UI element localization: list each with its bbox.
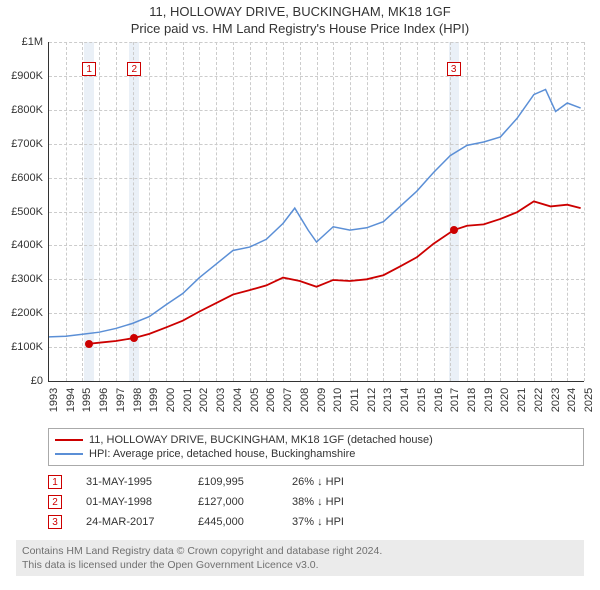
legend-swatch bbox=[55, 453, 83, 455]
sales-row: 3 24-MAR-2017 £445,000 37% ↓ HPI bbox=[48, 512, 584, 532]
x-tick-label: 2012 bbox=[366, 388, 378, 412]
x-tick-label: 2016 bbox=[433, 388, 445, 412]
x-tick-label: 2024 bbox=[566, 388, 578, 412]
plot-area: £0£100K£200K£300K£400K£500K£600K£700K£80… bbox=[48, 42, 584, 382]
y-axis-labels: £0£100K£200K£300K£400K£500K£600K£700K£80… bbox=[7, 42, 47, 381]
x-tick-label: 2008 bbox=[299, 388, 311, 412]
sale-marker-icon: 1 bbox=[82, 62, 96, 76]
x-tick-label: 2002 bbox=[198, 388, 210, 412]
sales-table: 1 31-MAY-1995 £109,995 26% ↓ HPI 2 01-MA… bbox=[48, 472, 584, 532]
legend-label: 11, HOLLOWAY DRIVE, BUCKINGHAM, MK18 1GF… bbox=[89, 434, 433, 446]
sale-marker-icon: 1 bbox=[48, 475, 62, 489]
y-tick-label: £300K bbox=[11, 273, 43, 285]
data-point-dot bbox=[450, 226, 458, 234]
legend-label: HPI: Average price, detached house, Buck… bbox=[89, 448, 355, 460]
x-tick-label: 2004 bbox=[232, 388, 244, 412]
x-tick-label: 1997 bbox=[115, 388, 127, 412]
sales-row: 2 01-MAY-1998 £127,000 38% ↓ HPI bbox=[48, 492, 584, 512]
sale-pct-vs-hpi: 26% ↓ HPI bbox=[292, 476, 382, 488]
x-tick-label: 2018 bbox=[466, 388, 478, 412]
x-tick-label: 2015 bbox=[416, 388, 428, 412]
x-tick-label: 2005 bbox=[249, 388, 261, 412]
x-tick-label: 2022 bbox=[533, 388, 545, 412]
title-address: 11, HOLLOWAY DRIVE, BUCKINGHAM, MK18 1GF bbox=[8, 4, 592, 19]
x-tick-label: 2006 bbox=[265, 388, 277, 412]
x-tick-label: 2023 bbox=[550, 388, 562, 412]
y-tick-label: £1M bbox=[22, 36, 43, 48]
y-tick-label: £700K bbox=[11, 138, 43, 150]
chart-titles: 11, HOLLOWAY DRIVE, BUCKINGHAM, MK18 1GF… bbox=[8, 4, 592, 36]
x-tick-label: 2025 bbox=[583, 388, 595, 412]
y-tick-label: £0 bbox=[31, 375, 43, 387]
legend-swatch bbox=[55, 439, 83, 441]
x-tick-label: 2009 bbox=[316, 388, 328, 412]
y-tick-label: £200K bbox=[11, 307, 43, 319]
sale-pct-vs-hpi: 37% ↓ HPI bbox=[292, 516, 382, 528]
x-tick-label: 1994 bbox=[65, 388, 77, 412]
y-tick-label: £100K bbox=[11, 341, 43, 353]
x-tick-label: 2019 bbox=[483, 388, 495, 412]
x-tick-label: 1998 bbox=[132, 388, 144, 412]
x-tick-label: 2000 bbox=[165, 388, 177, 412]
y-tick-label: £900K bbox=[11, 70, 43, 82]
footer-attribution: Contains HM Land Registry data © Crown c… bbox=[16, 540, 584, 576]
footer-line: This data is licensed under the Open Gov… bbox=[22, 558, 578, 572]
x-tick-label: 2007 bbox=[282, 388, 294, 412]
x-tick-label: 1993 bbox=[48, 388, 60, 412]
data-point-dot bbox=[130, 334, 138, 342]
x-tick-label: 2003 bbox=[215, 388, 227, 412]
y-tick-label: £800K bbox=[11, 104, 43, 116]
sale-marker-icon: 3 bbox=[48, 515, 62, 529]
sale-date: 31-MAY-1995 bbox=[86, 476, 174, 488]
sale-price: £109,995 bbox=[198, 476, 268, 488]
legend: 11, HOLLOWAY DRIVE, BUCKINGHAM, MK18 1GF… bbox=[48, 428, 584, 466]
sale-pct-vs-hpi: 38% ↓ HPI bbox=[292, 496, 382, 508]
sales-row: 1 31-MAY-1995 £109,995 26% ↓ HPI bbox=[48, 472, 584, 492]
sale-marker-icon: 3 bbox=[447, 62, 461, 76]
legend-item: HPI: Average price, detached house, Buck… bbox=[55, 447, 577, 461]
x-axis-labels: 1993 1994 1995 1996 1997 1998 1999 2000 2001 2002… bbox=[48, 382, 584, 420]
y-tick-label: £500K bbox=[11, 206, 43, 218]
x-tick-label: 2010 bbox=[332, 388, 344, 412]
legend-item: 11, HOLLOWAY DRIVE, BUCKINGHAM, MK18 1GF… bbox=[55, 433, 577, 447]
x-tick-label: 1995 bbox=[81, 388, 93, 412]
sale-price: £445,000 bbox=[198, 516, 268, 528]
x-tick-label: 2021 bbox=[516, 388, 528, 412]
footer-line: Contains HM Land Registry data © Crown c… bbox=[22, 544, 578, 558]
x-tick-label: 1996 bbox=[98, 388, 110, 412]
sale-marker-icon: 2 bbox=[48, 495, 62, 509]
sale-date: 24-MAR-2017 bbox=[86, 516, 174, 528]
x-tick-label: 2014 bbox=[399, 388, 411, 412]
x-tick-label: 2001 bbox=[182, 388, 194, 412]
title-subtitle: Price paid vs. HM Land Registry's House … bbox=[8, 21, 592, 36]
x-tick-label: 2011 bbox=[349, 388, 361, 412]
y-tick-label: £400K bbox=[11, 239, 43, 251]
x-tick-label: 2017 bbox=[449, 388, 461, 412]
chart-container: 11, HOLLOWAY DRIVE, BUCKINGHAM, MK18 1GF… bbox=[0, 0, 600, 590]
x-tick-label: 2020 bbox=[499, 388, 511, 412]
x-tick-label: 1999 bbox=[148, 388, 160, 412]
sale-price: £127,000 bbox=[198, 496, 268, 508]
y-tick-label: £600K bbox=[11, 172, 43, 184]
x-tick-label: 2013 bbox=[382, 388, 394, 412]
sale-marker-icon: 2 bbox=[127, 62, 141, 76]
sale-date: 01-MAY-1998 bbox=[86, 496, 174, 508]
data-point-dot bbox=[85, 340, 93, 348]
